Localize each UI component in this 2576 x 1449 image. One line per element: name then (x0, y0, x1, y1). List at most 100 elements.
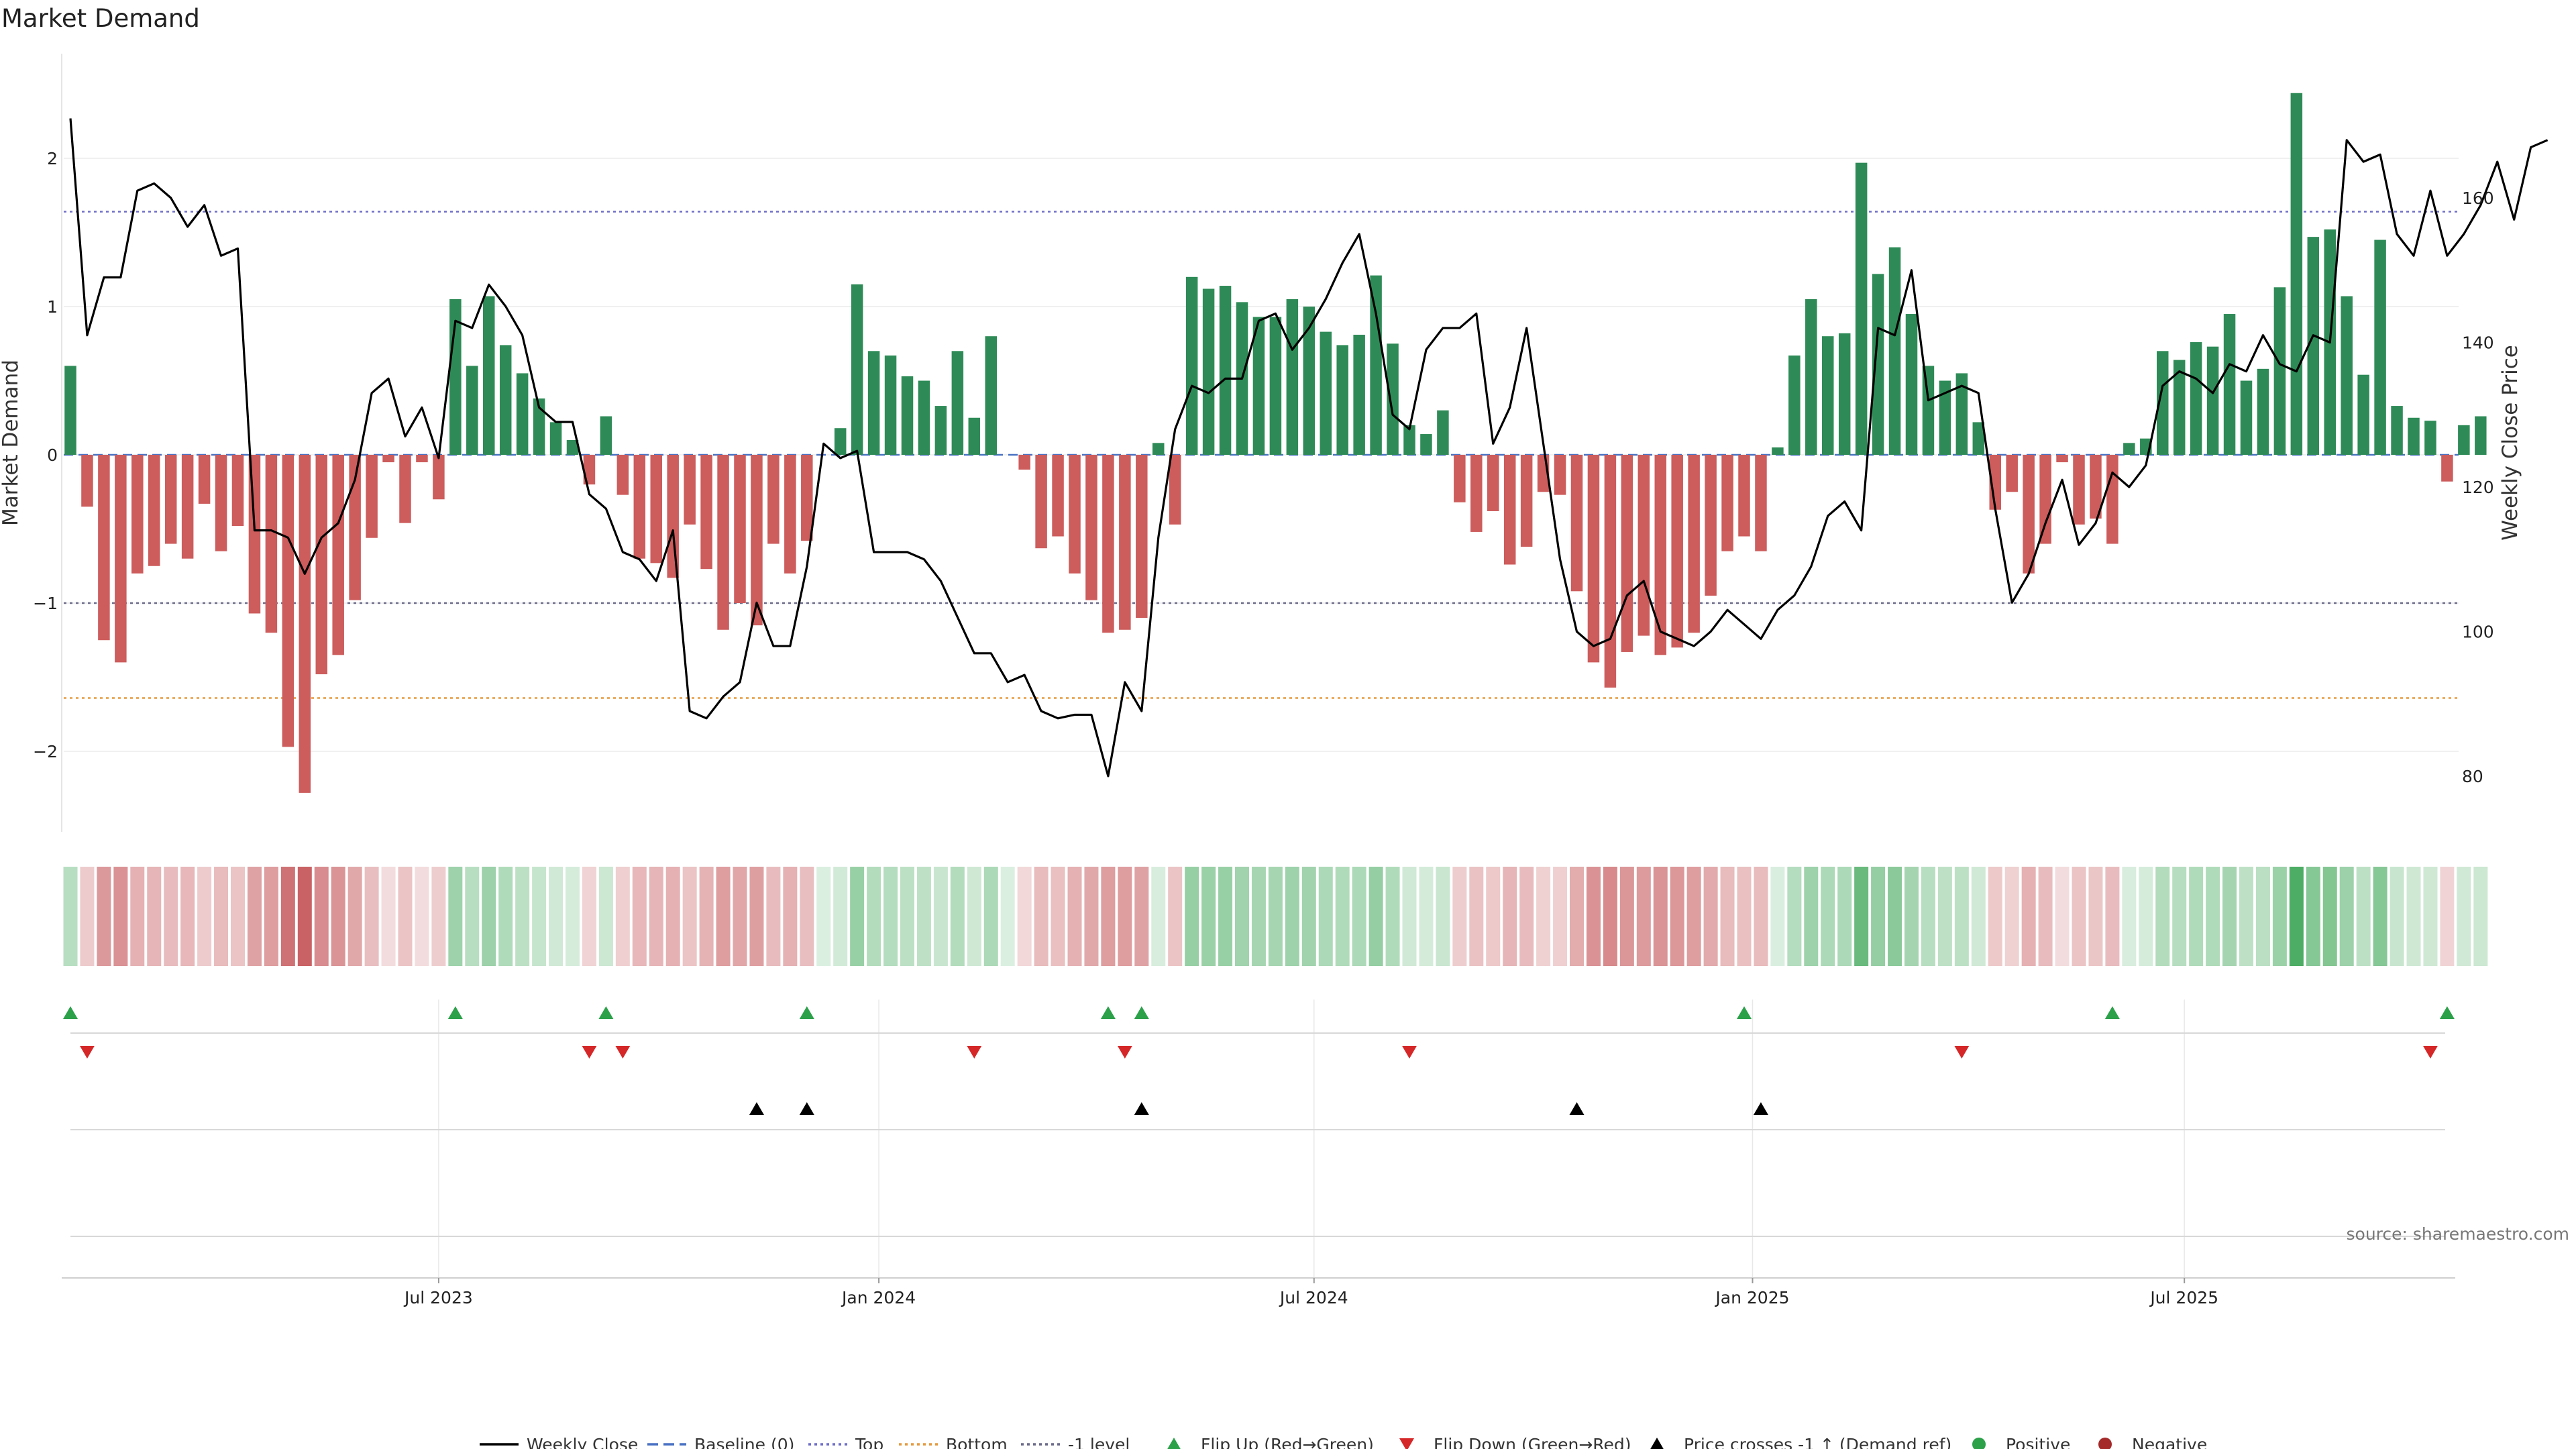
heat-strip-cell (2356, 867, 2371, 966)
heat-strip-cell (1285, 867, 1299, 966)
x-tick-label: Jan 2025 (1714, 1288, 1789, 1307)
heat-strip-cell (2055, 867, 2070, 966)
demand-bar (2357, 374, 2369, 455)
flip-up-marker (799, 1006, 814, 1019)
left-tick-label: 2 (47, 149, 58, 168)
demand-bar (1671, 455, 1683, 648)
heat-strip-cell (933, 867, 948, 966)
demand-bar (2006, 455, 2018, 492)
demand-bar (985, 336, 997, 455)
legend-label: Top (855, 1435, 883, 1449)
heat-strip-cell (665, 867, 680, 966)
demand-bar (483, 296, 495, 455)
demand-bar (499, 345, 512, 455)
legend-label: Bottom (946, 1435, 1008, 1449)
right-tick-label: 160 (2462, 189, 2494, 208)
flip-up-marker (2104, 1006, 2120, 1019)
x-axis: Jul 2023 Jan 2024 Jul 2024 Jan 2025 Jul 2025 (62, 1277, 2455, 1307)
heat-strip-cell (1235, 867, 1249, 966)
demand-bar (1822, 336, 1834, 455)
heat-strip-cell (1201, 867, 1216, 966)
price-cross-marker (1569, 1102, 1585, 1115)
heat-strip-cell (1469, 867, 1484, 966)
heat-strip (63, 867, 2488, 966)
heat-strip-cell (1720, 867, 1735, 966)
demand-bar (533, 398, 545, 455)
heat-strip-cell (1636, 867, 1651, 966)
flip-up-marker (1134, 1006, 1149, 1019)
x-tick-label: Jan 2024 (841, 1288, 916, 1307)
demand-bar (784, 455, 796, 574)
heat-strip-cell (2322, 867, 2337, 966)
demand-bar (1320, 331, 1332, 455)
heat-strip-cell (549, 867, 564, 966)
demand-bar (1403, 425, 1415, 455)
heat-strip-cell (566, 867, 580, 966)
demand-bar (934, 406, 947, 455)
heat-strip-cell (1888, 867, 1902, 966)
right-tick-label: 140 (2462, 333, 2494, 353)
heat-strip-cell (1536, 867, 1551, 966)
heat-strip-cell (682, 867, 697, 966)
left-tick-label: 0 (47, 445, 58, 465)
legend-swatch-triangle-up (1167, 1438, 1181, 1449)
legend-label: -1 level (1068, 1435, 1130, 1449)
demand-bar (2123, 443, 2135, 455)
heat-strip-cell (415, 867, 429, 966)
demand-bar (2023, 455, 2035, 574)
demand-bar (1219, 286, 1232, 455)
demand-bar (2391, 406, 2403, 455)
heat-strip-cell (632, 867, 647, 966)
heat-strip-cell (2072, 867, 2086, 966)
demand-bar (2458, 425, 2470, 455)
heat-strip-cell (749, 867, 764, 966)
demand-bar (64, 366, 76, 455)
demand-bar (1069, 455, 1081, 574)
heat-strip-cell (1904, 867, 1919, 966)
demand-bar (1202, 288, 1215, 455)
heat-strip-cell (1787, 867, 1802, 966)
demand-bar (717, 455, 729, 630)
heat-strip-cell (2373, 867, 2387, 966)
demand-bar (918, 380, 930, 455)
demand-bar (1788, 355, 1801, 455)
x-tick-label: Jul 2024 (1279, 1288, 1348, 1307)
heat-strip-cell (147, 867, 162, 966)
demand-bar (1554, 455, 1566, 495)
legend-label: Weekly Close (527, 1435, 638, 1449)
legend-item: Price crosses -1 ↑ (Demand ref) (1650, 1435, 1951, 1449)
heat-strip-cell (1770, 867, 1785, 966)
demand-bar (231, 455, 244, 527)
demand-bar (901, 376, 914, 455)
heat-strip-cell (1034, 867, 1049, 966)
demand-bar (867, 351, 880, 455)
demand-bar (1955, 373, 1968, 455)
heat-strip-cell (1335, 867, 1350, 966)
demand-bar (416, 455, 428, 463)
heat-strip-cell (2457, 867, 2471, 966)
demand-bar (851, 284, 863, 455)
heat-strip-cell (498, 867, 513, 966)
demand-bar (566, 439, 579, 455)
legend: Weekly Close Baseline (0) Top Bottom -1 leve… (480, 1435, 2207, 1449)
heat-strip-cell (364, 867, 379, 966)
heat-strip-cell (615, 867, 630, 966)
demand-bar (1052, 455, 1064, 537)
heat-strip-cell (1937, 867, 1952, 966)
legend-swatch-triangle-down (1399, 1438, 1414, 1449)
heat-strip-cell (398, 867, 413, 966)
flip-up-marker (598, 1006, 614, 1019)
weekly-close-line (69, 118, 2548, 777)
heat-strip-cell (582, 867, 596, 966)
price-cross-marker (749, 1102, 764, 1115)
demand-bar (1905, 314, 1918, 455)
demand-bar (1805, 299, 1817, 455)
heat-strip-cell (2122, 867, 2137, 966)
heat-strip-cell (699, 867, 714, 966)
heat-strip-cell (598, 867, 613, 966)
heat-strip-cell (2038, 867, 2053, 966)
demand-bar (633, 455, 646, 559)
heat-strip-cell (297, 867, 312, 966)
left-tick-label: 1 (47, 297, 58, 317)
heat-strip-cell (1854, 867, 1869, 966)
